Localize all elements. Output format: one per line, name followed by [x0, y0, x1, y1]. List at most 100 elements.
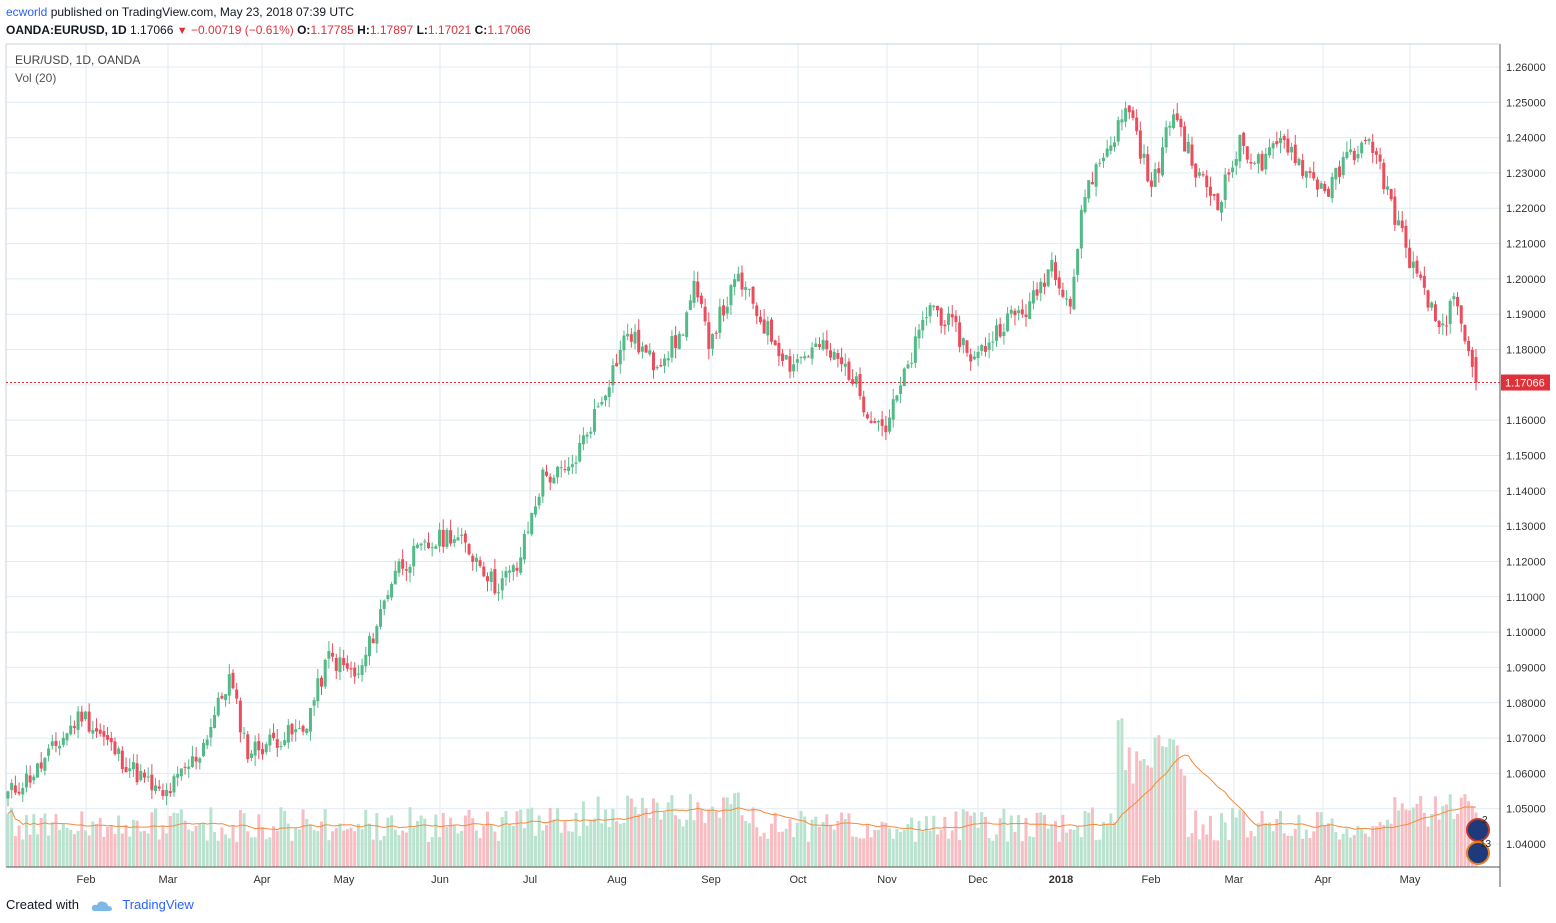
- candle-body: [1382, 162, 1386, 190]
- volume-bar: [1326, 823, 1330, 867]
- volume-bar: [1050, 824, 1054, 867]
- candle-body: [832, 351, 836, 360]
- candle-body: [349, 668, 353, 670]
- candle-body: [463, 533, 467, 543]
- candle-body: [142, 772, 146, 778]
- candle-body: [1090, 182, 1094, 185]
- close-value: 1.17066: [487, 23, 531, 37]
- volume-bar: [733, 793, 737, 867]
- tradingview-link[interactable]: TradingView: [122, 897, 194, 912]
- candle-body: [1301, 160, 1305, 176]
- candle-body: [589, 431, 593, 434]
- candle-body: [913, 336, 917, 363]
- candle-body: [1227, 172, 1231, 175]
- candle-body: [629, 334, 633, 342]
- candle-body: [950, 314, 954, 318]
- volume-bar: [227, 838, 231, 867]
- volume-bar: [65, 827, 69, 867]
- tradingview-cloud-icon: [91, 900, 112, 911]
- candle-body: [375, 626, 379, 644]
- volume-bar: [559, 832, 563, 867]
- candle-body: [1179, 118, 1183, 128]
- volume-bar: [1164, 747, 1168, 867]
- candle-body: [744, 287, 748, 291]
- volume-bar: [419, 815, 423, 867]
- candle-body: [1194, 163, 1198, 178]
- volume-bar: [703, 822, 707, 867]
- candle-body: [1061, 289, 1065, 297]
- volume-bar: [784, 828, 788, 867]
- y-tick-label: 1.06000: [1506, 768, 1546, 780]
- volume-bar: [976, 827, 980, 867]
- candle-body: [829, 350, 833, 358]
- volume-bar: [699, 809, 703, 867]
- volume-bar: [548, 807, 552, 867]
- candle-body: [1397, 220, 1401, 226]
- volume-bar: [80, 811, 84, 867]
- candle-body: [1260, 153, 1264, 171]
- volume-bar: [331, 831, 335, 867]
- candle-body: [799, 356, 803, 358]
- candle-body: [1430, 302, 1434, 308]
- candle-body: [865, 414, 869, 419]
- volume-bar: [353, 831, 357, 867]
- volume-bar: [1124, 770, 1128, 867]
- volume-bar: [371, 839, 375, 867]
- candle-body: [327, 651, 331, 659]
- volume-bar: [209, 807, 213, 867]
- author-link[interactable]: ecworld: [6, 5, 48, 19]
- volume-bar: [644, 808, 648, 867]
- publish-header: ecworld published on TradingView.com, Ma…: [6, 4, 354, 20]
- x-tick-label: Aug: [607, 874, 627, 886]
- last-price-badge: [1501, 374, 1550, 391]
- volume-bar: [832, 829, 836, 867]
- published-text: published on TradingView.com, May 23, 20…: [50, 5, 354, 19]
- candle-body: [1153, 168, 1157, 187]
- candle-body: [1234, 159, 1238, 166]
- volume-bar: [320, 821, 324, 867]
- volume-bar: [316, 830, 320, 867]
- candle-body: [1404, 225, 1408, 248]
- volume-bar: [965, 811, 969, 867]
- candle-body: [187, 766, 191, 769]
- volume-bar: [50, 822, 54, 867]
- volume-bar: [72, 834, 76, 867]
- candle-body: [467, 544, 471, 555]
- volume-bar: [474, 830, 478, 867]
- candle-body: [1072, 276, 1076, 310]
- volume-bar: [519, 809, 523, 867]
- volume-bar: [1286, 835, 1290, 867]
- volume-bar: [1371, 826, 1375, 867]
- volume-bar: [1459, 797, 1463, 867]
- volume-bar: [1061, 814, 1065, 867]
- volume-bar: [1212, 840, 1216, 867]
- volume-bar: [947, 838, 951, 867]
- us-flag-icon[interactable]: [1466, 841, 1490, 865]
- candle-body: [640, 346, 644, 352]
- volume-bar: [279, 807, 283, 867]
- x-tick-label: Sep: [701, 874, 721, 886]
- candle-body: [537, 496, 541, 506]
- volume-bar: [1293, 828, 1297, 867]
- volume-bar: [1356, 826, 1360, 867]
- volume-bar: [1024, 817, 1028, 867]
- candle-body: [445, 529, 449, 547]
- candle-body: [124, 767, 128, 773]
- volume-bar: [1116, 720, 1120, 867]
- volume-bar: [1223, 822, 1227, 867]
- volume-bar: [489, 824, 493, 867]
- candle-body: [714, 332, 718, 334]
- candle-body: [1017, 310, 1021, 314]
- volume-bar: [799, 810, 803, 867]
- y-tick-label: 1.26000: [1506, 62, 1546, 74]
- volume-bar: [950, 830, 954, 867]
- volume-bar: [1238, 809, 1242, 867]
- y-tick-label: 1.12000: [1506, 556, 1546, 568]
- candle-body: [515, 567, 519, 571]
- candle-body: [921, 319, 925, 331]
- volume-bar: [497, 840, 501, 867]
- volume-bar: [758, 836, 762, 867]
- candle-body: [618, 349, 622, 365]
- candle-body: [788, 356, 792, 372]
